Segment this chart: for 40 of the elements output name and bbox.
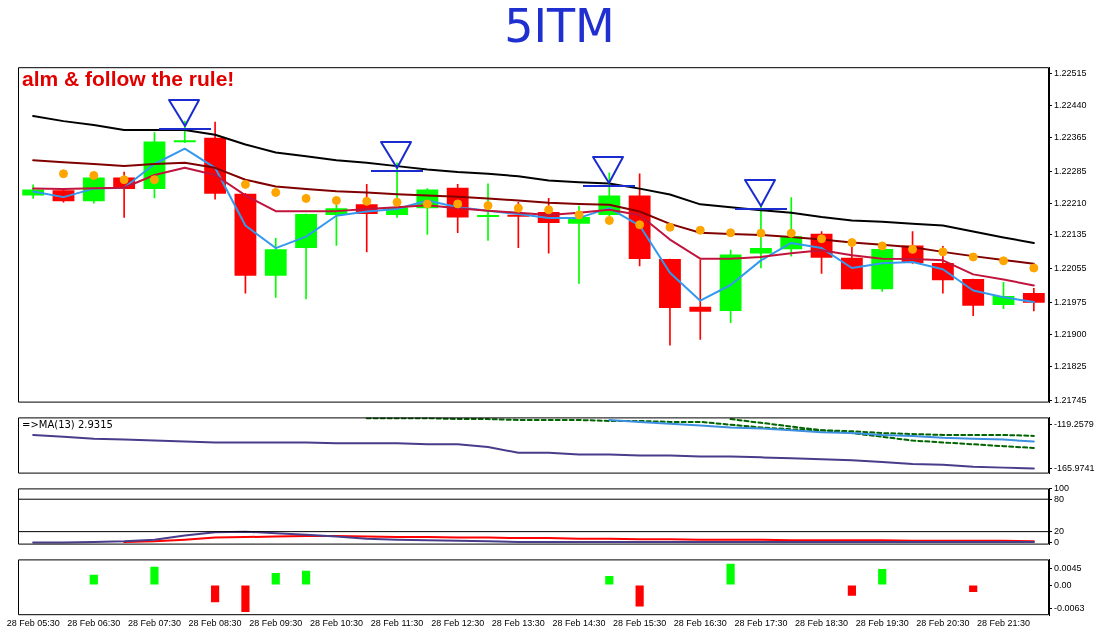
y-tick-label: 1.21900	[1054, 329, 1087, 340]
y-tick-label: 0.00	[1054, 579, 1072, 590]
y-tick-label: 1.22515	[1054, 68, 1087, 79]
x-tick-label: 28 Feb 10:30	[309, 618, 363, 629]
y-tick-label: -0.0063	[1054, 602, 1085, 613]
y-tick-label: 1.21825	[1054, 361, 1087, 371]
x-tick-label: 28 Feb 16:30	[673, 618, 727, 629]
x-tick-label: 28 Feb 12:30	[431, 618, 485, 629]
x-tick-label: 28 Feb 19:30	[855, 618, 909, 629]
y-tick-label: 1.22135	[1054, 229, 1087, 240]
y-tick-label: 20	[1054, 526, 1065, 537]
x-tick-label: 28 Feb 08:30	[188, 618, 242, 629]
x-tick-label: 28 Feb 17:30	[734, 618, 788, 629]
y-tick-label: 0	[1054, 536, 1060, 547]
annotation: =>MA(13) 2.9315	[22, 418, 113, 430]
x-tick-label: 28 Feb 14:30	[552, 618, 606, 629]
y-tick-label: 80	[1054, 493, 1065, 504]
annotation: alm & follow the rule!	[22, 67, 235, 91]
x-tick-label: 28 Feb 21:30	[976, 618, 1031, 629]
chart-title: 5ITM	[504, 0, 615, 53]
y-tick-label: -119.2579	[1054, 419, 1094, 430]
y-tick-label: 0.0045	[1054, 563, 1082, 574]
x-tick-label: 28 Feb 07:30	[127, 618, 181, 629]
x-tick-label: 28 Feb 06:30	[67, 618, 121, 629]
x-tick-label: 28 Feb 20:30	[916, 618, 970, 629]
y-tick-label: 1.22055	[1054, 263, 1087, 274]
y-tick-label: 1.22365	[1054, 131, 1087, 142]
x-tick-label: 28 Feb 13:30	[491, 618, 545, 629]
x-tick-label: 28 Feb 09:30	[249, 618, 303, 629]
x-tick-label: 28 Feb 11:30	[370, 618, 424, 629]
x-tick-label: 28 Feb 05:30	[6, 618, 60, 629]
y-tick-label: 100	[1054, 482, 1070, 493]
y-tick-label: 1.22210	[1054, 197, 1087, 208]
y-tick-label: -165.9741	[1054, 463, 1095, 474]
x-tick-label: 28 Feb 18:30	[795, 618, 849, 629]
y-tick-label: 1.22285	[1054, 165, 1087, 176]
y-tick-label: 1.21975	[1054, 297, 1087, 308]
x-tick-label: 28 Feb 15:30	[613, 618, 667, 629]
y-tick-label: 1.22440	[1054, 99, 1087, 110]
y-tick-label: 1.21745	[1054, 394, 1087, 405]
